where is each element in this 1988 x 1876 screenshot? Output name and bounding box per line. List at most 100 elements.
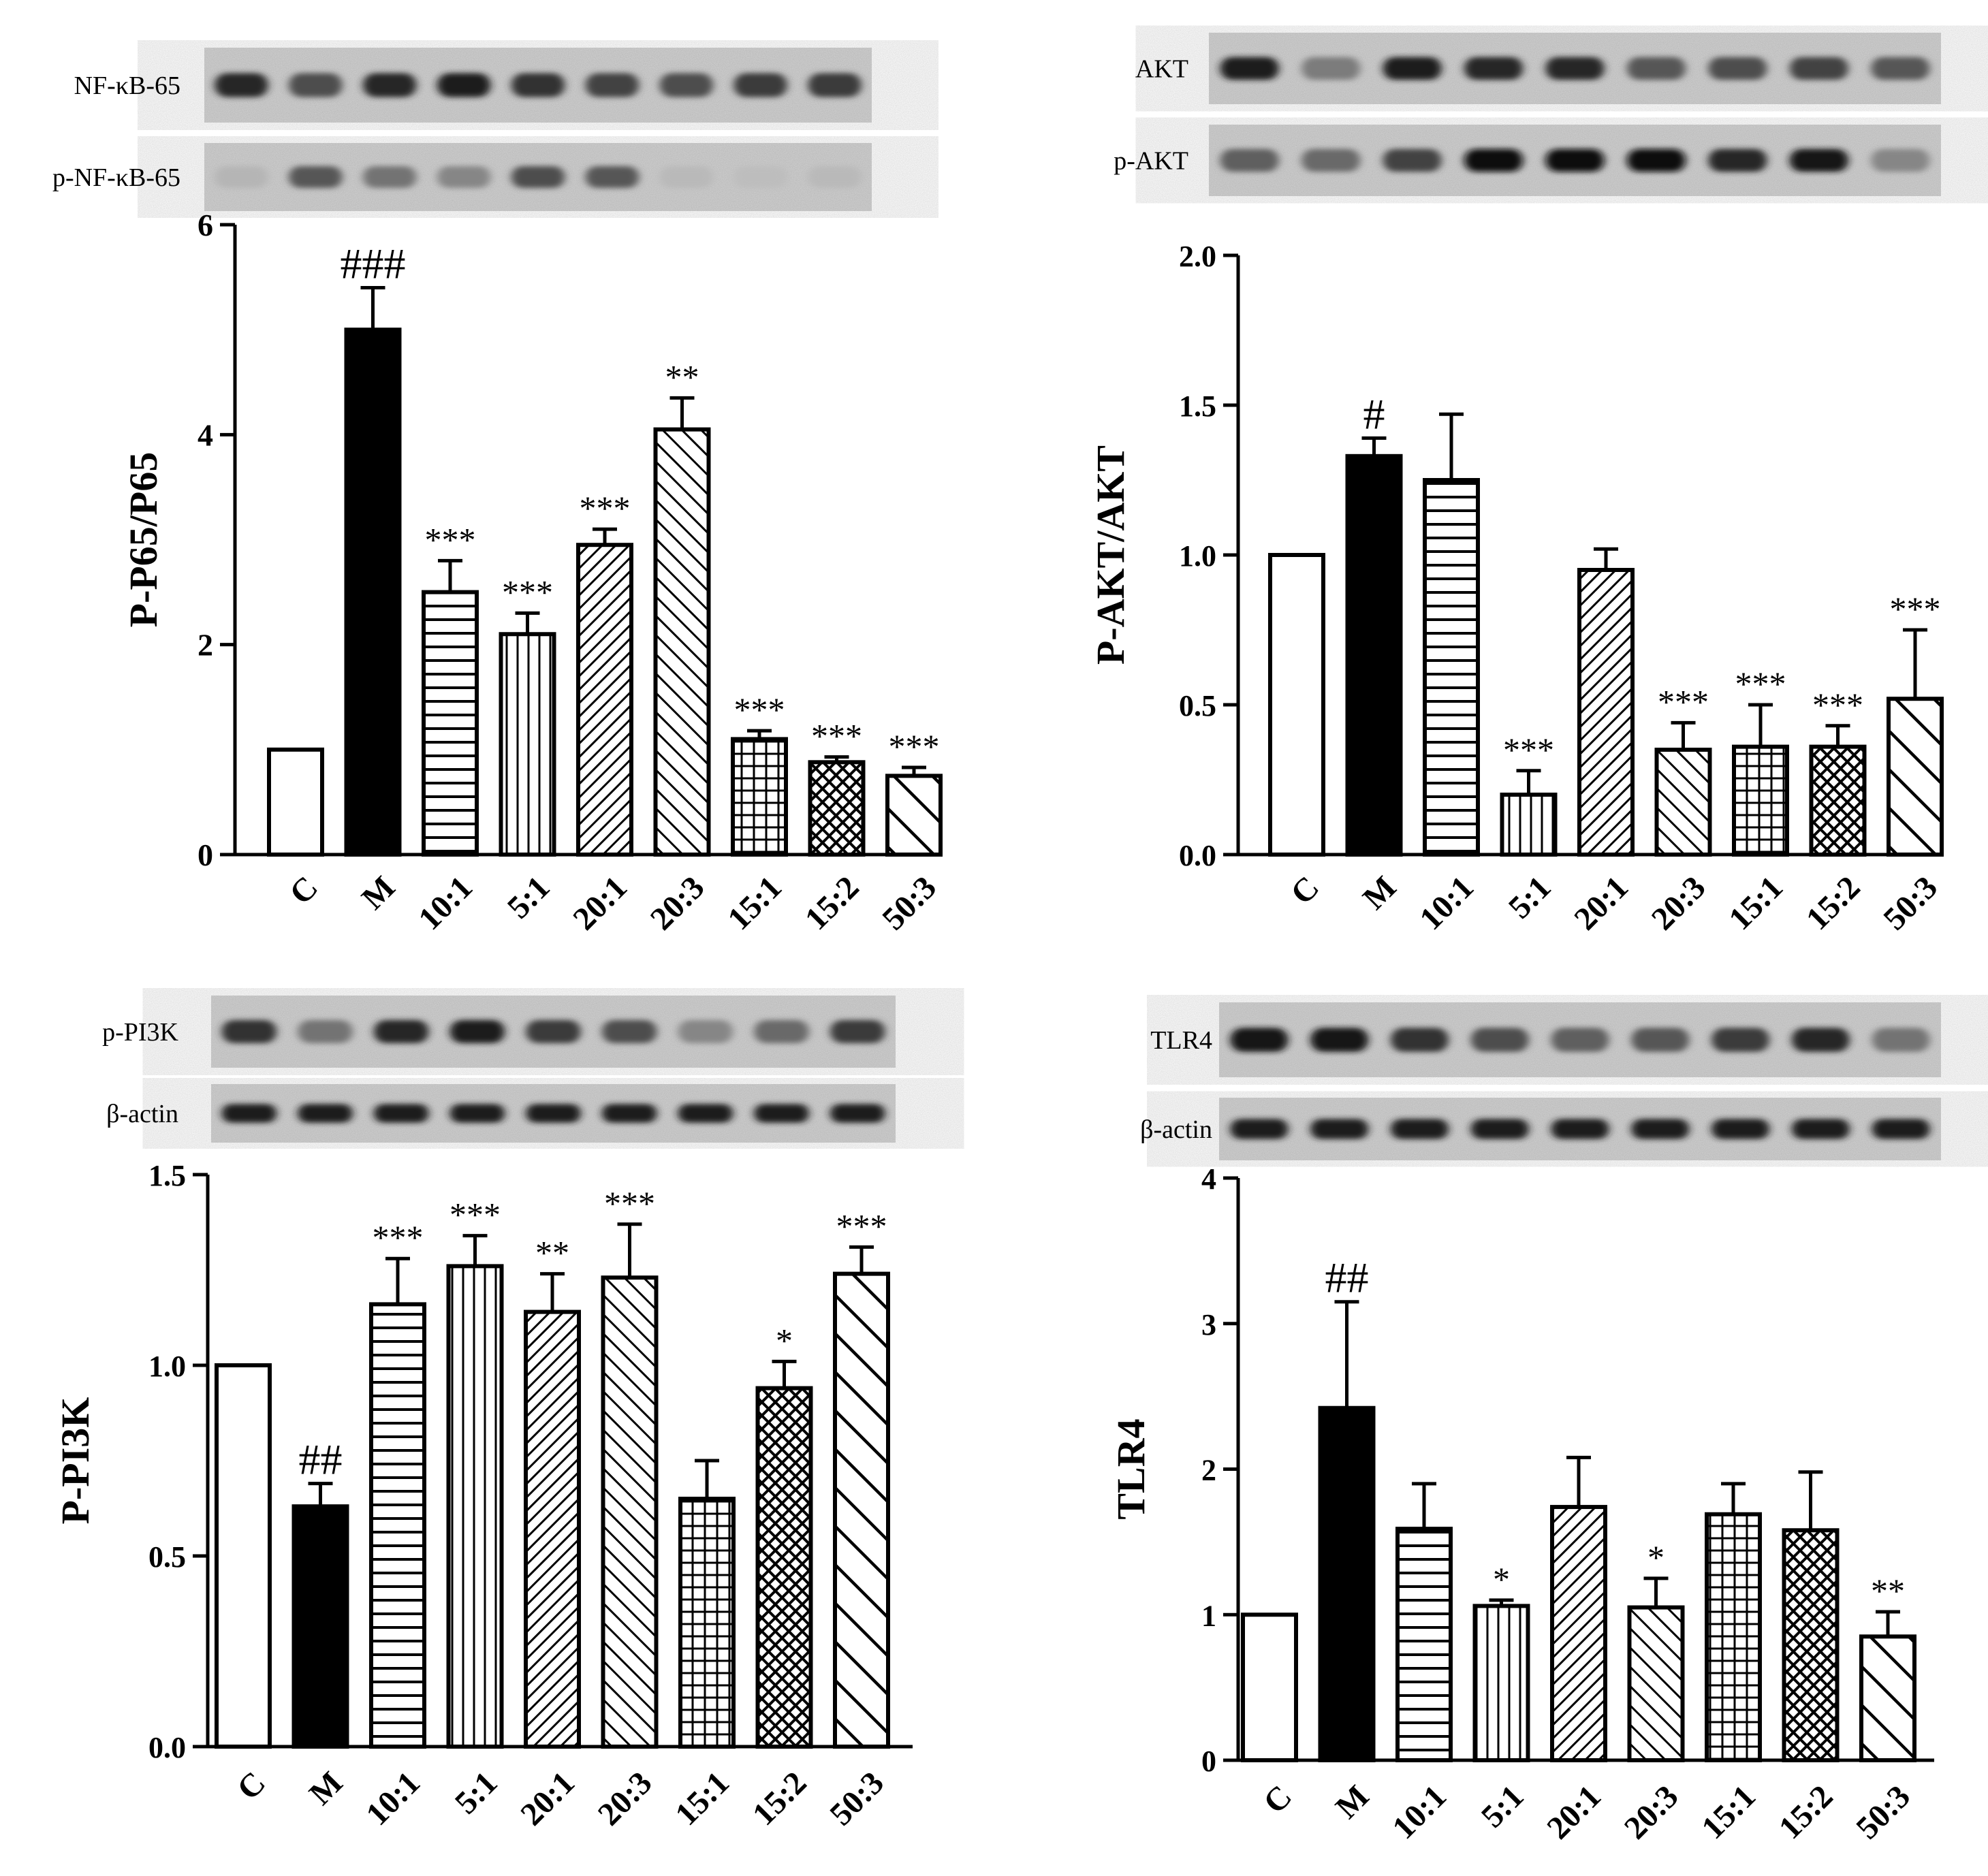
bar-group: *** [885, 727, 943, 857]
blot-band [830, 1104, 885, 1123]
bar-group: ** [1859, 1572, 1916, 1762]
significance-label: ## [299, 1435, 343, 1484]
significance-label: ## [1325, 1254, 1369, 1302]
blot-strip: p-PI3K [102, 996, 896, 1068]
bar-group [1705, 1482, 1762, 1762]
bar [1395, 1527, 1453, 1762]
blot-band [1301, 148, 1361, 172]
bar-group [1241, 1612, 1298, 1762]
blot-band [449, 1104, 505, 1123]
blot-label: NF-κB-65 [74, 71, 180, 100]
blot-band [659, 166, 713, 188]
bar-group: *** [499, 573, 556, 857]
bar [369, 1302, 426, 1749]
x-tick-label: 15:2 [1772, 1779, 1840, 1847]
bar-group: *** [601, 1184, 659, 1749]
x-tick-label: 5:1 [501, 870, 557, 926]
panel-bottom-right: TLR4 β-actin 0 1 2 3 4 TLR4 C ## M 10:1 * 5:1 20:1 * 20:… [1109, 1002, 1941, 1846]
x-tick-label: M [302, 1765, 350, 1813]
x-tick-label: 50:3 [823, 1765, 891, 1833]
blot-band [1383, 57, 1442, 80]
bar-group: ## [1318, 1254, 1376, 1763]
panel-bottom-left: p-PI3Kβ-actin0.00.51.01.5P-PI3KC##M***10… [53, 996, 913, 1832]
bar-group: ### [341, 240, 406, 857]
bar-group: *** [369, 1218, 426, 1749]
significance-label: *** [734, 690, 785, 729]
y-axis-label: P-PI3K [53, 1397, 97, 1525]
bar [1577, 568, 1635, 857]
blot-band [1872, 1028, 1930, 1052]
x-tick-label: 50:3 [1849, 1779, 1917, 1847]
blot-band [437, 73, 491, 97]
bar [833, 1271, 890, 1749]
blot-band [808, 166, 862, 188]
bar-group: *** [808, 717, 866, 857]
x-tick-label: 15:1 [1694, 1779, 1763, 1847]
y-tick-label: 2.0 [1179, 240, 1216, 273]
bar-group: *** [731, 690, 788, 857]
blot-band [298, 1020, 353, 1043]
bar-group: ** [524, 1234, 581, 1749]
bar-group [215, 1363, 272, 1749]
blot-strip: p-AKT [1114, 125, 1941, 196]
bar-group [1268, 553, 1325, 857]
bar [731, 737, 788, 857]
significance-label: ** [665, 357, 699, 396]
bar [1859, 1634, 1916, 1762]
significance-label: *** [373, 1218, 424, 1256]
x-tick-label: 15:2 [746, 1765, 814, 1833]
bar [1887, 697, 1944, 857]
x-tick-label: 50:3 [1876, 870, 1944, 938]
significance-label: *** [811, 717, 862, 755]
bar [1472, 1604, 1530, 1763]
bar-group: # [1345, 389, 1403, 857]
x-tick-label: 15:1 [1722, 870, 1790, 938]
y-tick-label: 3 [1201, 1308, 1216, 1341]
x-tick-label: 5:1 [1474, 1779, 1531, 1835]
blot-strip: p-NF-κB-65 [52, 143, 872, 211]
x-tick-label: 20:1 [1567, 870, 1635, 938]
blot-strip: β-actin [106, 1084, 896, 1143]
bar [446, 1264, 504, 1749]
y-tick-label: 4 [198, 417, 213, 452]
significance-label: *** [425, 520, 476, 558]
x-tick-label: M [1329, 1779, 1376, 1826]
y-tick-label: 1.0 [1179, 539, 1216, 573]
bar [267, 747, 324, 857]
blot-band [1310, 1119, 1369, 1139]
blot-band [1708, 148, 1767, 172]
bar-group: * [755, 1321, 813, 1749]
blot-band [1626, 57, 1686, 80]
blot-band [678, 1104, 733, 1123]
x-tick-label: 20:3 [591, 1765, 659, 1833]
panel-top-left: NF-κB-65 p-NF-κB-65 0 2 4 6 P-P65/P65 C ### M *** 1… [52, 48, 943, 937]
blot-band [449, 1020, 505, 1043]
blot-band [1464, 57, 1524, 80]
x-tick-label: 50:3 [875, 870, 943, 938]
bar-group [678, 1459, 736, 1749]
bar-group: *** [1654, 682, 1712, 857]
blot-band [678, 1020, 733, 1043]
blot-band [1545, 148, 1605, 172]
y-tick-label: 0.5 [148, 1540, 186, 1574]
x-tick-label: 20:3 [1645, 870, 1713, 938]
blot-band [733, 73, 787, 97]
bar [1809, 744, 1867, 857]
y-tick-label: 0.5 [1179, 689, 1216, 722]
bar-group: * [1472, 1560, 1530, 1763]
y-tick-label: 2 [1201, 1454, 1216, 1487]
y-axis-label: TLR4 [1109, 1418, 1153, 1519]
blot-band [511, 166, 565, 188]
blot-band [215, 73, 268, 97]
bar [601, 1275, 659, 1749]
bar [344, 328, 402, 857]
blot-band [1711, 1028, 1769, 1052]
y-tick-label: 6 [198, 208, 213, 242]
bar [653, 427, 711, 857]
significance-label: *** [449, 1196, 501, 1234]
y-axis-label: P-P65/P65 [121, 452, 165, 628]
bar [524, 1309, 581, 1749]
blot-strip: β-actin [1140, 1098, 1941, 1160]
bar [1318, 1405, 1376, 1763]
blot-strip: TLR4 [1150, 1002, 1941, 1077]
